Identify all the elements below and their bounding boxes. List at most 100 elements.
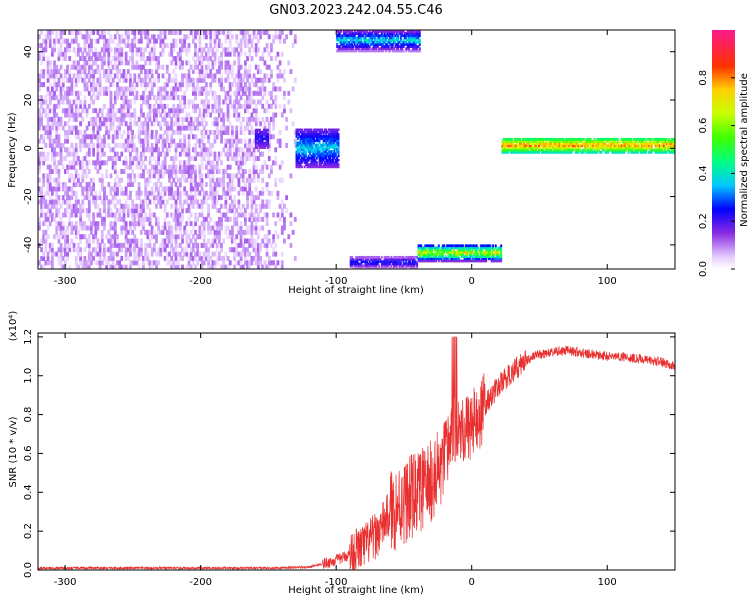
spectrogram-cell	[157, 60, 161, 66]
spectrogram-cell	[109, 147, 113, 153]
spectrogram-cell	[406, 43, 409, 46]
spectrogram-cell	[87, 60, 91, 66]
spectrogram-cell	[267, 264, 271, 269]
spectrogram-cell	[224, 64, 228, 70]
spectrogram-cell	[46, 151, 50, 157]
spectrogram-cell	[109, 255, 113, 261]
spectrogram-cell	[237, 242, 241, 248]
spectrogram-cell	[146, 142, 150, 148]
spectrogram-cell	[46, 69, 50, 75]
spectrogram-cell	[231, 134, 234, 140]
spectrogram-cell	[40, 112, 43, 118]
spectrogram-cell	[198, 234, 202, 240]
spectrogram-cell	[168, 142, 171, 148]
spectrogram-cell	[118, 108, 121, 114]
spectrogram-cell	[263, 47, 267, 53]
spectrogram-cell	[406, 264, 409, 268]
spectrogram-cell	[361, 49, 364, 53]
spectrogram-cell	[176, 108, 180, 114]
spectrogram-cell	[42, 177, 46, 183]
spectrogram-cell	[263, 260, 267, 266]
spectrogram-cell	[296, 148, 299, 151]
spectrogram-cell	[370, 34, 373, 38]
spectrogram-cell	[191, 225, 195, 231]
spectrogram-cell	[163, 86, 167, 92]
spectrogram-cell	[397, 45, 400, 48]
spectrogram-cell	[412, 32, 415, 35]
spectrogram-cell	[355, 258, 358, 261]
spectrogram-cell	[94, 121, 98, 127]
spectrogram-cell	[96, 203, 100, 209]
spectrogram-cell	[241, 116, 245, 122]
spectrogram-cell	[259, 242, 262, 248]
spectrogram-cell	[360, 40, 363, 44]
spectrogram-cell	[170, 242, 174, 248]
spectrogram-cell	[231, 129, 234, 135]
spectrogram-cell	[53, 216, 56, 222]
spectrogram-cell	[81, 234, 85, 240]
spectrogram-cell	[402, 34, 405, 38]
spectrogram-cell	[398, 30, 401, 33]
spectrogram-cell	[113, 264, 117, 269]
spectrogram-cell	[305, 158, 307, 162]
spectrogram-cell	[421, 257, 424, 261]
spectrogram-cell	[355, 40, 358, 44]
spectrogram-cell	[270, 47, 273, 53]
spectrogram-cell	[322, 135, 325, 138]
spectrogram-cell	[207, 173, 210, 179]
spectrogram-cell	[435, 259, 438, 263]
spectrogram-cell	[337, 145, 340, 149]
spectrogram-cell	[90, 134, 93, 140]
spectrogram-cell	[135, 60, 139, 66]
spectrogram-cell	[200, 229, 204, 235]
spectrogram-cell	[66, 90, 69, 96]
spectrogram-cell	[124, 142, 128, 148]
spectrogram-cell	[137, 77, 141, 83]
spectrogram-cell	[217, 69, 221, 75]
spectrogram-cell	[344, 49, 347, 53]
spectrogram-cell	[96, 129, 100, 135]
spectrogram-cell	[226, 225, 230, 231]
spectrogram-cell	[46, 73, 50, 79]
spectrogram-cell	[228, 234, 232, 240]
spectrogram-cell	[311, 130, 314, 134]
spectrogram-cell	[379, 38, 382, 42]
spectrogram-cell	[137, 255, 141, 261]
spectrogram-cell	[248, 190, 252, 196]
spectrogram-cell	[42, 151, 46, 157]
spectrogram-cell	[129, 47, 132, 53]
spectrogram-cell	[401, 43, 404, 46]
spectrogram-cell	[319, 128, 322, 132]
spectrogram-cell	[194, 186, 197, 192]
spectrogram-cell	[176, 142, 180, 148]
spectrogram-cell	[353, 36, 356, 40]
spectrogram-cell	[226, 47, 230, 53]
spectrogram-cell	[239, 64, 243, 70]
spectrogram-cell	[387, 30, 390, 33]
spectrogram-cell	[118, 182, 121, 188]
spectrogram-cell	[172, 138, 176, 144]
spectrogram-cell	[83, 56, 87, 62]
spectrogram-cell	[148, 221, 152, 227]
spectrogram-cell	[146, 43, 150, 48]
spectrogram-cell	[135, 260, 139, 266]
spectrogram-cell	[120, 108, 124, 114]
spectrogram-cell	[94, 190, 98, 196]
spectrogram-cell	[259, 225, 262, 231]
spectrogram-cell	[322, 143, 325, 147]
spectrogram-cell	[183, 73, 187, 79]
spectrogram-cell	[363, 36, 366, 40]
spectrogram-cell	[246, 156, 249, 161]
spectrogram-cell	[51, 86, 54, 92]
spectrogram-cell	[142, 90, 145, 96]
spectrogram-cell	[46, 125, 50, 131]
spectrogram-cell	[194, 177, 197, 183]
spectrogram-cell	[310, 158, 313, 162]
spectrogram-cell	[185, 86, 189, 92]
spectrogram-cell	[137, 208, 141, 214]
spectrogram-cell	[209, 147, 213, 153]
spectrogram-cell	[264, 143, 267, 147]
spectrogram-cell	[168, 251, 171, 257]
spectrogram-cell	[239, 38, 243, 44]
spectrogram-cell	[135, 156, 139, 161]
